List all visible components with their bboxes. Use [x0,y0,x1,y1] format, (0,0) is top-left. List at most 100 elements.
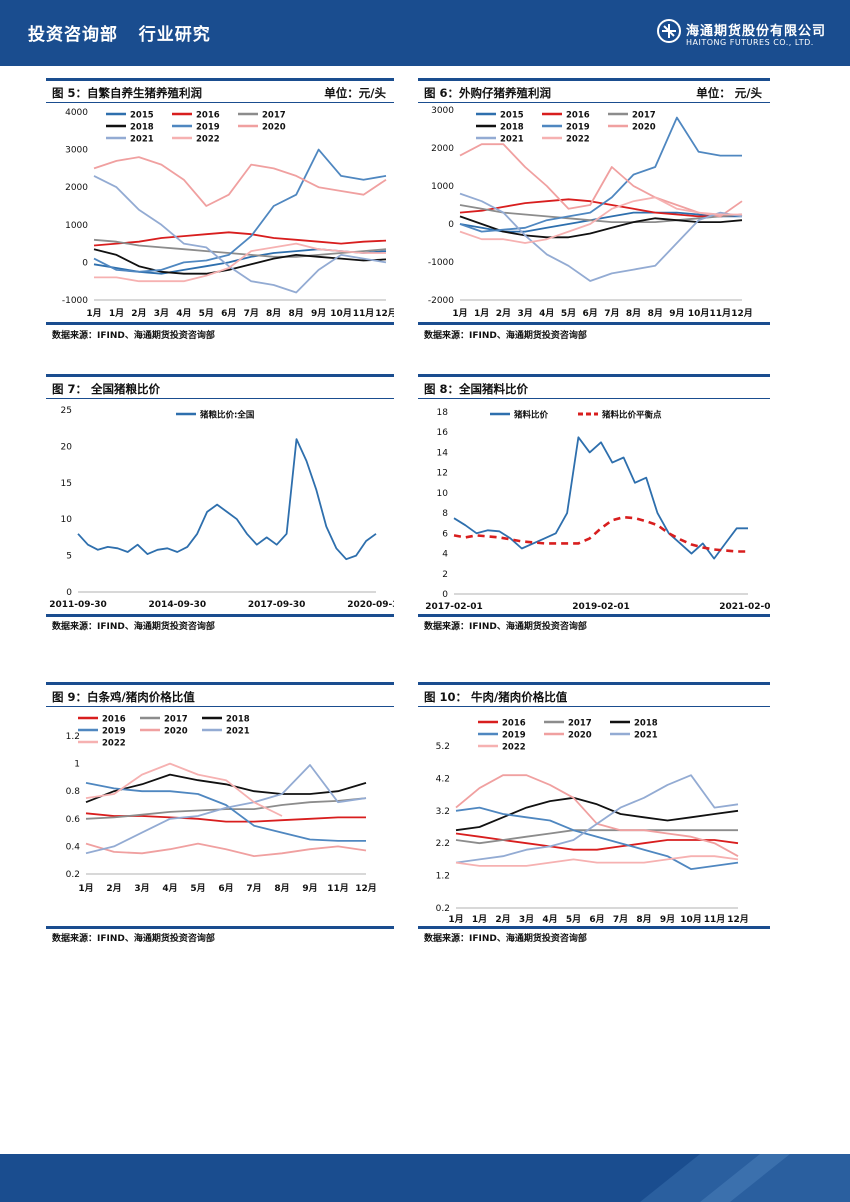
x-tick-label: 7月 [604,308,619,319]
y-tick-label: 2000 [65,183,88,193]
y-tick-label: 0 [448,220,454,230]
y-tick-label: 1000 [431,182,454,192]
y-tick-label: 0.4 [66,842,81,852]
legend-label: 2021 [634,731,658,741]
y-tick-label: 4.2 [436,774,450,784]
series-line-2021 [455,774,739,864]
series-line-2016 [85,812,366,823]
figure-unit: 单位： 元/头 [696,86,762,100]
y-tick-label: 10 [61,515,73,525]
series-line-2022 [455,855,739,867]
x-tick-label: 1月 [472,914,487,925]
source-note: 数据来源：IFIND、海通期货投资咨询部 [424,622,587,632]
series-line-2019 [85,782,366,842]
x-tick-label: 10月 [330,308,352,319]
legend-label: 2022 [566,135,590,145]
legend-label: 2017 [632,111,656,121]
x-tick-label: 2019-02-01 [572,602,630,612]
series-line-2021 [459,192,743,282]
y-tick-label: 1.2 [66,732,80,742]
x-tick-label: 7月 [613,914,628,925]
legend-label: 2019 [102,727,126,737]
series-line-2016 [459,198,743,218]
series-line-2017 [85,797,367,820]
legend-label: 2016 [196,111,220,121]
source-note: 数据来源：IFIND、海通期货投资咨询部 [52,622,215,632]
legend-label: 2017 [262,111,286,121]
x-tick-label: 3月 [517,308,532,319]
x-tick-label: 12月 [727,914,749,925]
legend-label: 2021 [500,135,524,145]
y-tick-label: 15 [61,479,72,489]
chart-fig9: 1.2 1 0.8 0.6 0.4 0.2 1月 2月 3月 4月 5月 6月 7月 8月 9月 11月 12月… [66,715,377,895]
figure-unit: 单位：元/头 [324,86,386,100]
x-tick-label: 4月 [162,883,177,894]
legend-label: 2015 [500,111,524,121]
y-tick-label: 14 [437,448,449,458]
x-tick-label: 2014-09-30 [149,600,207,610]
legend-label: 2016 [102,715,126,725]
source-note: 数据来源：IFIND、海通期货投资咨询部 [424,934,587,944]
y-tick-label: 25 [61,406,72,416]
series-line-2022 [459,196,742,244]
figure-5: 图 5：自繁自养生猪养殖利润 单位：元/头 4000 3000 2000 1000 0 -1… [46,78,394,348]
series-line-2018 [455,796,739,832]
series-line-2022 [85,762,283,817]
x-tick-label: 11月 [353,308,375,319]
x-tick-label: 7月 [244,308,259,319]
series-line-猪料比价 [453,436,748,560]
page-header: 投资咨询部 行业研究 海通期货股份有限公司 HAITONG FUTURES CO… [0,0,850,66]
x-tick-label: 1月 [109,308,124,319]
legend-label: 猪料比价平衡点 [601,410,662,421]
x-tick-label: 2020-09-30 [347,600,394,610]
x-tick-label: 5月 [566,914,581,925]
y-tick-label: 16 [437,428,449,438]
x-tick-label: 6月 [589,914,604,925]
y-tick-label: 3000 [431,106,454,116]
series-line-猪粮比价:全国 [77,438,377,561]
legend-label: 2020 [632,123,656,133]
y-tick-label: 1000 [65,221,88,231]
figure-8: 图 8：全国猪料比价 18 16 14 12 10 8 6 4 2 0 2017-02-01 2019… [418,374,770,638]
y-tick-label: -2000 [428,296,454,306]
chart-fig7: 25 20 15 10 5 0 2011-09-30 2014-09-30 2017-09-30… [49,406,394,610]
series-line-2018 [459,215,743,239]
x-tick-label: 2017-02-01 [425,602,483,612]
series-line-2021 [93,175,387,294]
figure-6: 图 6：外购仔猪养殖利润 单位： 元/头 3000 2000 1000 0 -1000 -2… [418,78,770,348]
legend-label: 2021 [130,135,154,145]
x-tick-label: 10月 [688,308,710,319]
y-tick-label: 20 [61,442,73,452]
chart-fig6: 3000 2000 1000 0 -1000 -2000 1月 1月 2月 3月 4月 5月 6月 7月 8… [428,106,753,319]
x-tick-label: 3月 [519,914,534,925]
y-tick-label: 0 [442,590,448,600]
x-tick-label: 2月 [106,883,121,894]
y-tick-label: 0 [66,588,72,598]
x-tick-label: 1月 [86,308,101,319]
x-tick-label: 2017-09-30 [248,600,306,610]
source-note: 数据来源：IFIND、海通期货投资咨询部 [424,331,587,341]
x-tick-label: 6月 [583,308,598,319]
y-tick-label: 8 [442,509,448,519]
x-tick-label: 2月 [496,308,511,319]
legend-label: 2021 [226,727,250,737]
source-note: 数据来源：IFIND、海通期货投资咨询部 [52,934,215,944]
company-name-en: HAITONG FUTURES CO., LTD. [686,38,814,47]
figure-title: 图 9：白条鸡/猪肉价格比值 [52,690,195,704]
legend-label: 2017 [164,715,188,725]
series-line-2021 [85,764,367,855]
x-tick-label: 2021-02-01 [719,602,770,612]
company-logo-icon [657,19,681,43]
figure-title-bar: 图 10： 牛肉/猪肉价格比值 [418,685,770,707]
y-tick-label: 18 [437,408,449,418]
x-tick-label: 4月 [542,914,557,925]
series-line-2018 [85,773,367,804]
legend-label: 2016 [566,111,590,121]
series-line-猪料比价平衡点 [453,515,748,553]
page-footer [0,1154,850,1202]
figure-title-bar: 图 5：自繁自养生猪养殖利润 单位：元/头 [46,81,394,103]
figure-title-bar: 图 7： 全国猪粮比价 [46,377,394,399]
legend-label: 2020 [568,731,592,741]
legend-label: 2019 [502,731,526,741]
x-tick-label: 7月 [246,883,261,894]
